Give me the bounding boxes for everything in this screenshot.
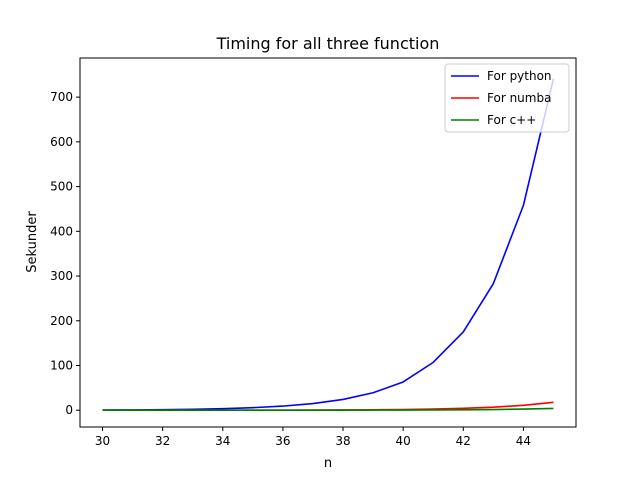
y-tick-label: 0 xyxy=(65,403,73,417)
y-tick-label: 500 xyxy=(50,180,73,194)
x-tick-label: 38 xyxy=(335,434,350,448)
plot-frame xyxy=(79,57,577,428)
series-line-2 xyxy=(102,407,554,412)
x-tick-label: 42 xyxy=(456,434,471,448)
x-tick-label: 44 xyxy=(516,434,531,448)
legend-box xyxy=(444,63,570,133)
y-tick-label: 700 xyxy=(50,90,73,104)
legend-label-2: For c++ xyxy=(487,113,536,127)
y-tick-label: 300 xyxy=(50,269,73,283)
x-tick-label: 36 xyxy=(275,434,290,448)
legend: For python For numba For c++ xyxy=(444,63,570,133)
y-axis-label: Sekunder xyxy=(25,211,40,273)
y-tick-label: 600 xyxy=(50,135,73,149)
x-tick-label: 32 xyxy=(155,434,170,448)
x-tick-label: 40 xyxy=(396,434,411,448)
chart-title: Timing for all three function xyxy=(216,34,440,53)
x-tick-label: 30 xyxy=(95,434,110,448)
legend-label-1: For numba xyxy=(487,91,551,105)
y-tick-label: 400 xyxy=(50,224,73,238)
y-tick-label: 200 xyxy=(50,314,73,328)
x-tick-label: 34 xyxy=(215,434,230,448)
y-tick-label: 100 xyxy=(50,359,73,373)
x-axis-label: n xyxy=(324,456,332,471)
legend-label-0: For python xyxy=(487,69,552,83)
